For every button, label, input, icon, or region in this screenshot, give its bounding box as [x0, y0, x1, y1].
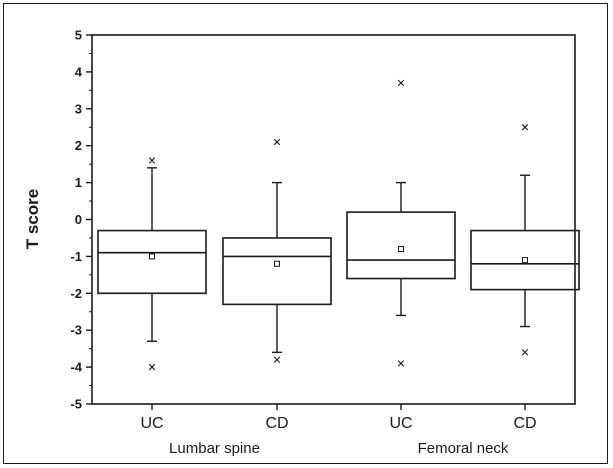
axis-labels: T score UC CD UC CD Lumbar spine Femoral neck [23, 189, 537, 457]
x-category-label: CD [513, 415, 536, 432]
x-category-label: UC [140, 415, 163, 432]
x-category-label: CD [265, 415, 288, 432]
box-3 [347, 80, 455, 366]
box-2 [223, 139, 331, 362]
box-4 [471, 124, 579, 355]
plot-area-border [92, 35, 575, 404]
y-tick-label: 3 [75, 101, 82, 116]
y-tick-label: 4 [75, 64, 83, 79]
interquartile-box [471, 231, 579, 290]
outlier-marker [149, 158, 155, 164]
mean-marker [399, 247, 404, 252]
mean-marker [275, 261, 280, 266]
y-tick-label: 0 [75, 212, 82, 227]
x-group-label: Lumbar spine [169, 440, 260, 457]
plot-axes [92, 35, 575, 404]
mean-marker [523, 258, 528, 263]
interquartile-box [347, 212, 455, 278]
y-axis-ticks: 5 4 3 2 1 0 -1 -2 -3 -4 -5 [70, 28, 525, 412]
y-tick-label: -3 [70, 323, 82, 338]
y-axis-title: T score [23, 189, 42, 249]
outlier-marker [522, 350, 528, 356]
interquartile-box [223, 238, 331, 304]
x-group-label: Femoral neck [418, 440, 509, 457]
outlier-marker [398, 80, 404, 86]
mean-marker [150, 254, 155, 259]
outlier-marker [149, 364, 155, 370]
x-category-label: UC [389, 415, 412, 432]
box-series [98, 80, 579, 370]
y-tick-label: 1 [75, 175, 82, 190]
y-tick-label: -5 [70, 397, 82, 412]
outlier-marker [274, 139, 280, 145]
y-tick-label: -1 [70, 249, 82, 264]
y-tick-label: -2 [70, 286, 82, 301]
y-tick-label: 2 [75, 138, 82, 153]
y-tick-label: -4 [70, 360, 82, 375]
interquartile-box [98, 231, 206, 294]
box-1 [98, 158, 206, 370]
outlier-marker [398, 361, 404, 367]
outlier-marker [522, 124, 528, 130]
y-tick-label: 5 [75, 28, 82, 43]
outlier-marker [274, 357, 280, 363]
